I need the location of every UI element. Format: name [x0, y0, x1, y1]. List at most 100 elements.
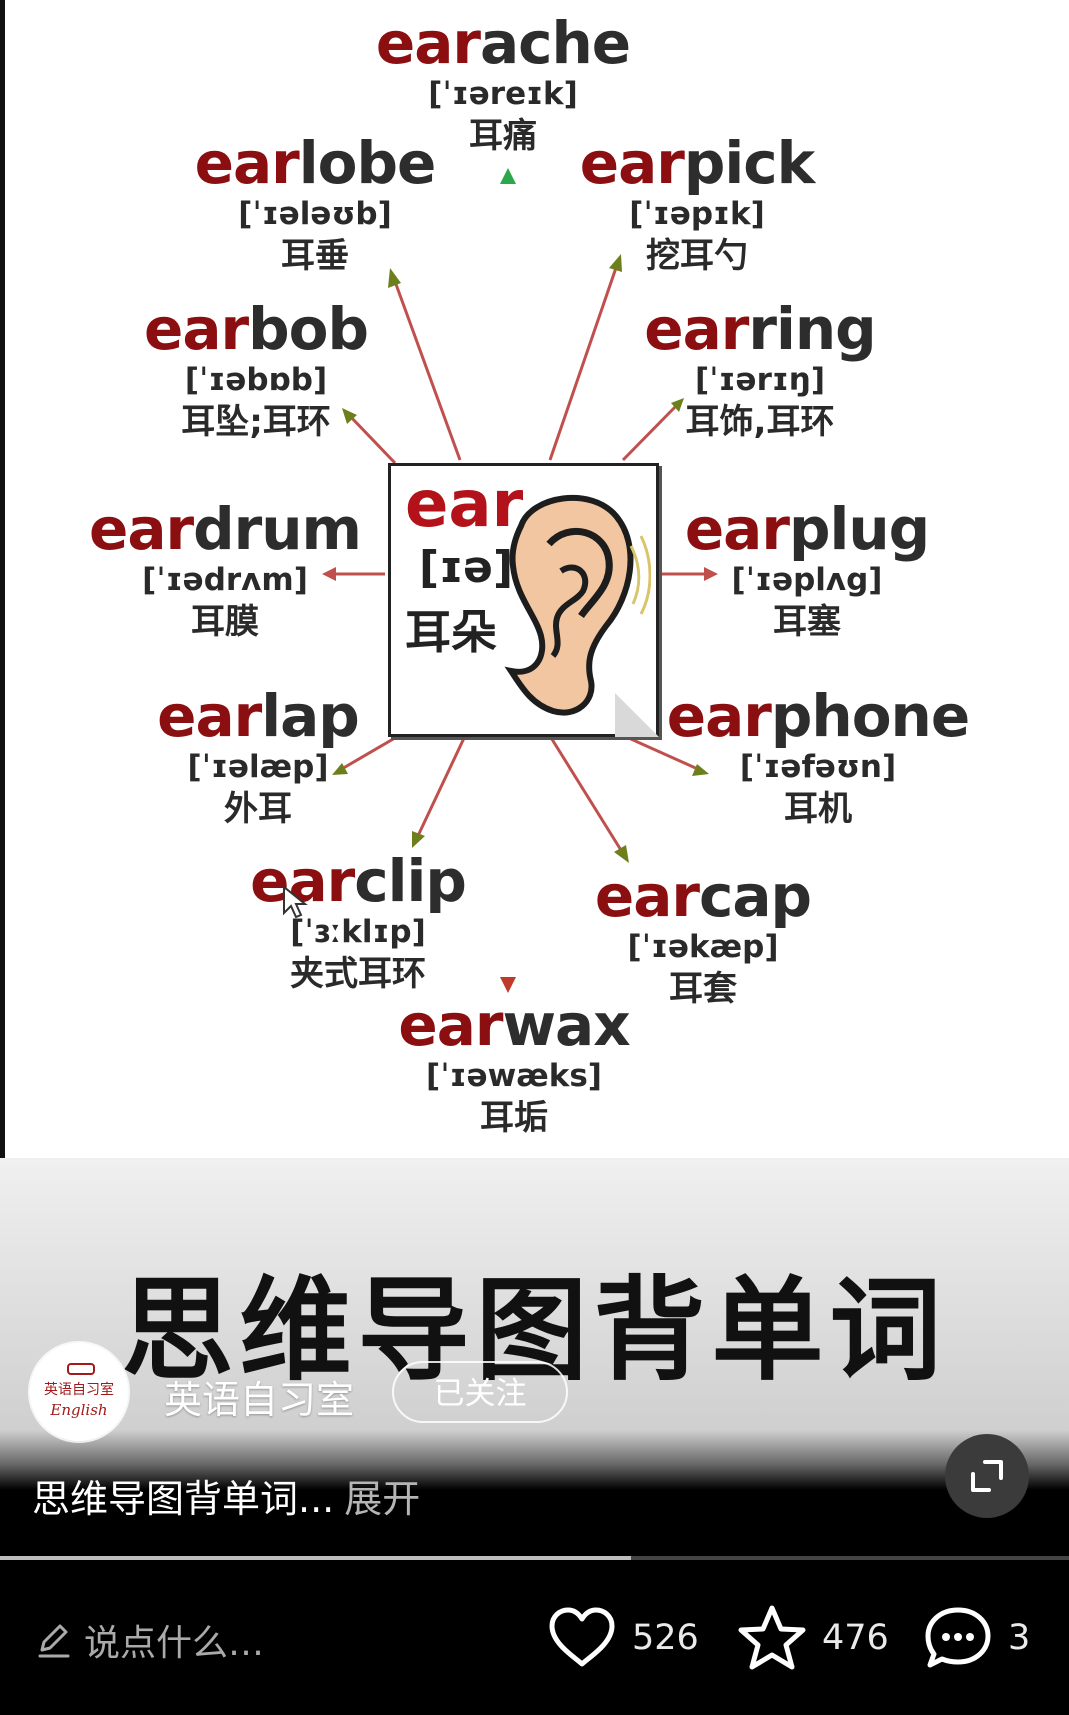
arrowhead-earcap	[614, 845, 629, 863]
word-ipa: [ˈɪəpɪk]	[629, 196, 765, 232]
word-node-earphone: earphone [ˈɪəfəʊn] 耳机	[667, 682, 970, 831]
word-prefix: ear	[398, 991, 503, 1059]
word-suffix: ring	[748, 295, 876, 363]
heart-icon	[549, 1607, 615, 1667]
description-text: 思维导图背单词...	[32, 1477, 335, 1521]
word-node-eardrum: eardrum [ˈɪədrʌm] 耳膜	[89, 495, 362, 644]
author-name[interactable]: 英语自习室	[164, 1378, 355, 1422]
word-prefix: ear	[157, 682, 262, 750]
word-translation: 外耳	[223, 789, 292, 829]
overlay-title: 思维导图背单词	[121, 1266, 948, 1396]
word-prefix: ear	[644, 295, 749, 363]
comment-count: 3	[1008, 1618, 1031, 1658]
word-translation: 耳垂	[281, 236, 349, 276]
favorite-button[interactable]: 476	[736, 1598, 889, 1678]
fullscreen-icon	[971, 1460, 1003, 1492]
bottom-action-bar	[0, 1560, 1069, 1715]
word-translation: 夹式耳环	[289, 954, 426, 994]
word-translation: 耳塞	[773, 602, 841, 642]
arrowhead-earphone	[692, 764, 709, 776]
word-node-earbob: earbob [ˈɪəbɒb] 耳坠;耳环	[144, 295, 369, 444]
author-avatar[interactable]: 英语自习室 English	[30, 1343, 128, 1441]
image-edge	[0, 0, 5, 1158]
word-translation: 耳坠;耳环	[181, 402, 331, 442]
comment-bubble-icon	[925, 1607, 991, 1668]
word-ipa: [ˈɪəbɒb]	[184, 362, 328, 398]
word-ipa: [ˈɪərɪŋ]	[694, 362, 826, 398]
word-node-earring: earring [ˈɪərɪŋ] 耳饰,耳环	[644, 295, 876, 444]
word-suffix: lap	[261, 682, 360, 750]
comment-button[interactable]: 3	[922, 1598, 1030, 1678]
comment-placeholder: 说点什么…	[84, 1623, 265, 1664]
arrow-to-earbob	[346, 412, 397, 465]
word-ipa: [ˈɜːklɪp]	[290, 914, 426, 950]
word-ipa: [ˈɪələʊb]	[238, 196, 392, 232]
edit-pencil-icon	[38, 1624, 70, 1658]
arrow-to-earlobe	[391, 275, 462, 461]
arrowhead-earpick	[609, 254, 622, 272]
arrowhead-earclip	[412, 831, 425, 848]
expand-link[interactable]: 展开	[344, 1477, 421, 1521]
favorite-count: 476	[822, 1618, 889, 1658]
word-ipa: [ˈɪəplʌg]	[731, 562, 883, 598]
word-suffix: pick	[683, 129, 815, 197]
like-count: 526	[632, 1618, 699, 1658]
word-ipa: [ˈɪədrʌm]	[142, 562, 308, 598]
mouse-cursor-icon	[283, 885, 308, 919]
arrowhead-earwax	[500, 977, 516, 993]
arrowhead-earlap	[332, 763, 348, 775]
center-word: ear	[405, 468, 524, 542]
word-node-earlobe: earlobe [ˈɪələʊb] 耳垂	[195, 132, 437, 278]
arrow-to-earphone	[621, 733, 701, 772]
star-icon	[738, 1605, 806, 1670]
word-node-earwax: earwax [ˈɪəwæks] 耳垢	[398, 991, 630, 1140]
word-node-earplug: earplug [ˈɪəplʌg] 耳塞	[685, 495, 930, 644]
center-card: ear [ɪə] 耳朵	[388, 463, 659, 737]
word-prefix: ear	[594, 862, 700, 930]
word-suffix: clip	[354, 847, 467, 915]
word-translation: 耳机	[783, 789, 852, 829]
word-translation: 耳饰,耳环	[685, 402, 835, 442]
arrow-to-earring	[621, 402, 680, 462]
word-translation: 耳膜	[190, 602, 259, 642]
arrow-to-earlap	[339, 733, 401, 772]
follow-button[interactable]: 已关注	[392, 1361, 568, 1423]
word-ipa: [ˈɪəkæp]	[627, 929, 779, 965]
center-ipa: [ɪə]	[419, 542, 514, 593]
progress-fill	[0, 1556, 631, 1560]
fullscreen-button[interactable]	[945, 1434, 1029, 1518]
avatar-logo-icon	[67, 1363, 95, 1375]
avatar-text-en: English	[50, 1401, 108, 1419]
center-translation: 耳朵	[405, 605, 497, 659]
arrows-layer	[322, 168, 718, 993]
word-prefix: ear	[144, 295, 249, 363]
word-ipa: [ˈɪəwæks]	[426, 1058, 602, 1094]
word-suffix: plug	[788, 495, 930, 563]
word-node-earclip: earclip [ˈɜːklɪp] 夹式耳环	[250, 847, 467, 996]
word-suffix: ache	[479, 9, 631, 77]
word-translation: 挖耳勺	[645, 236, 748, 276]
progress-bar[interactable]	[0, 1556, 1069, 1560]
page-fold	[615, 693, 659, 737]
word-prefix: ear	[375, 9, 481, 77]
arrowhead-earplug	[704, 567, 718, 581]
word-suffix: drum	[193, 495, 362, 563]
video-description: 思维导图背单词... 展开	[32, 1468, 420, 1523]
arrow-to-earclip	[414, 735, 467, 841]
word-suffix: phone	[770, 682, 970, 750]
word-node-earlap: earlap [ˈɪəlæp] 外耳	[157, 682, 360, 831]
word-ipa: [ˈɪəlæp]	[187, 749, 329, 785]
word-ipa: [ˈɪəfəʊn]	[739, 749, 897, 785]
video-overlay-band	[0, 1158, 1069, 1490]
word-prefix: ear	[579, 129, 685, 197]
comment-input[interactable]: 说点什么…	[36, 1610, 264, 1670]
word-node-earache: earache [ˈɪəreɪk] 耳痛	[375, 9, 631, 158]
word-suffix: wax	[502, 991, 630, 1059]
word-prefix: ear	[89, 495, 194, 563]
word-node-earpick: earpick [ˈɪəpɪk] 挖耳勺	[579, 129, 815, 278]
arrowhead-earring	[671, 398, 684, 412]
arrow-to-earcap	[548, 735, 626, 856]
arrowhead-earache	[500, 168, 516, 184]
word-translation: 耳垢	[479, 1098, 548, 1138]
like-button[interactable]: 526	[546, 1598, 699, 1678]
